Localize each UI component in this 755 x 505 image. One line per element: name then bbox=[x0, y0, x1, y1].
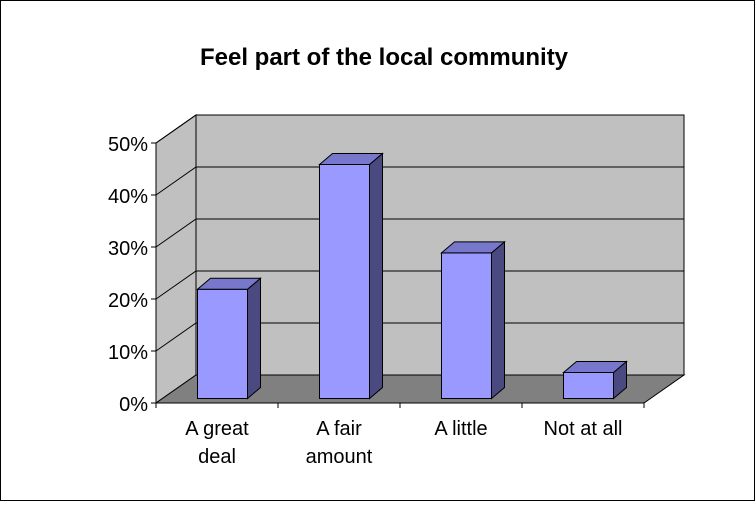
chart-title: Feel part of the local community bbox=[200, 44, 569, 71]
gridline bbox=[155, 322, 684, 352]
bar-top bbox=[196, 277, 262, 290]
chart-side-wall bbox=[155, 114, 197, 404]
x-tick-label: Not at all bbox=[544, 418, 623, 440]
gridline bbox=[155, 218, 684, 248]
bar bbox=[441, 252, 492, 399]
gridline bbox=[155, 270, 684, 300]
bar bbox=[319, 164, 370, 399]
bar-side bbox=[247, 277, 261, 400]
y-tick-label: 20% bbox=[108, 290, 148, 312]
bar bbox=[197, 288, 248, 399]
x-tick-label: A great deal bbox=[185, 418, 249, 468]
y-tick-label: 30% bbox=[108, 238, 148, 260]
x-tick-label: A fair amount bbox=[306, 418, 373, 468]
gridline bbox=[155, 166, 684, 196]
bar-side bbox=[491, 240, 505, 400]
y-tick-label: 10% bbox=[108, 342, 148, 364]
bar-top bbox=[440, 241, 506, 254]
chart-back-wall bbox=[195, 114, 685, 376]
bar bbox=[563, 372, 614, 399]
y-tick-label: 40% bbox=[108, 186, 148, 208]
bar-top bbox=[318, 153, 384, 165]
gridline bbox=[155, 114, 684, 144]
x-tick-label: A little bbox=[434, 418, 487, 440]
bar-top bbox=[562, 361, 628, 373]
y-tick-label: 0% bbox=[119, 394, 148, 416]
y-tick-label: 50% bbox=[108, 134, 148, 156]
bar-side bbox=[369, 152, 383, 400]
